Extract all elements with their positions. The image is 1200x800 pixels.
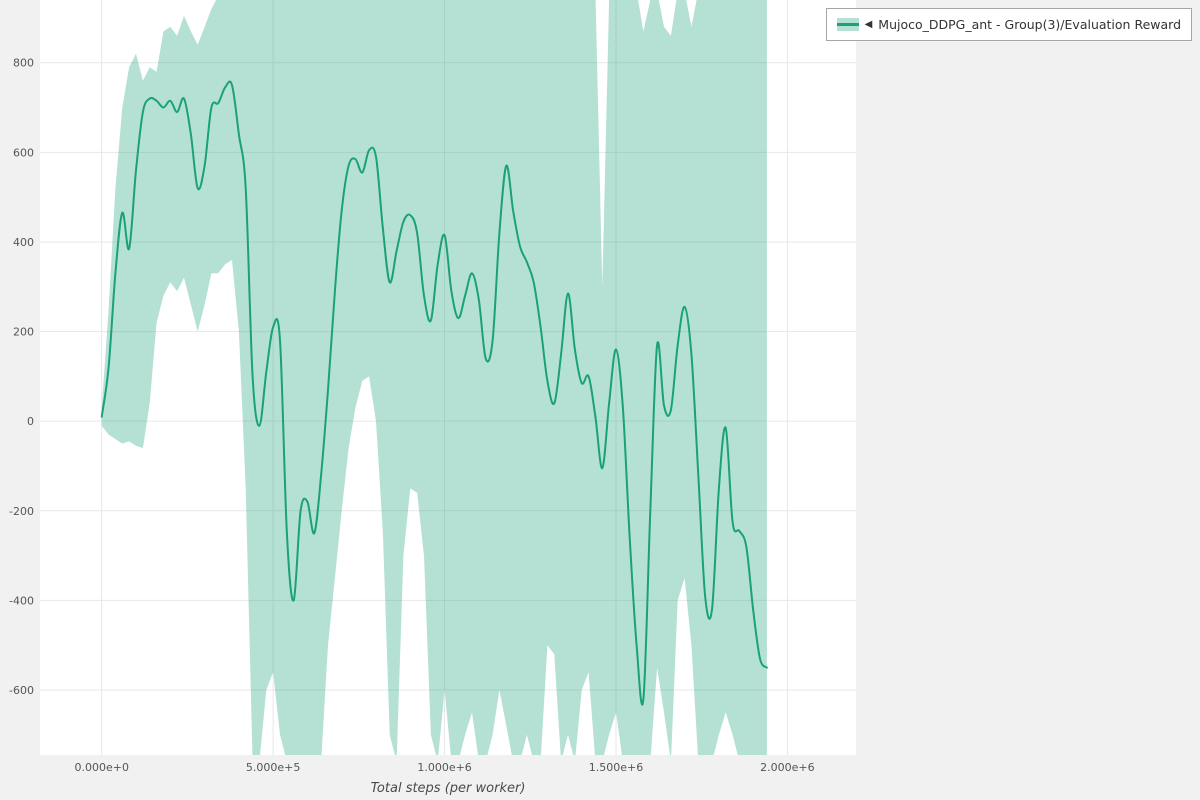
y-tick-label: 800 <box>13 57 34 70</box>
x-tick-label: 1.500e+6 <box>589 761 643 774</box>
y-tick-label: 400 <box>13 236 34 249</box>
x-tick-label: 2.000e+6 <box>760 761 814 774</box>
y-tick-label: -200 <box>9 505 34 518</box>
x-tick-label: 1.000e+6 <box>417 761 471 774</box>
plot-panel <box>40 0 856 755</box>
legend-series-swatch-icon <box>836 18 859 31</box>
y-tick-label: 200 <box>13 326 34 339</box>
y-tick-label: 600 <box>13 146 34 159</box>
series-group <box>100 0 768 755</box>
x-axis-title: Total steps (per worker) <box>370 781 526 796</box>
y-tick-label: -600 <box>9 684 34 697</box>
legend-series-label: Mujoco_DDPG_ant - Group(3)/Evaluation Re… <box>878 17 1181 32</box>
legend-collapse-icon[interactable]: ◀ <box>864 19 873 30</box>
x-tick-label: 0.000e+0 <box>74 761 128 774</box>
legend-swatch-line-icon <box>836 23 859 26</box>
legend-box[interactable]: ◀ Mujoco_DDPG_ant - Group(3)/Evaluation … <box>825 8 1192 41</box>
x-tick-label: 5.000e+5 <box>246 761 300 774</box>
y-tick-label: 0 <box>27 415 34 428</box>
confidence-band <box>101 0 767 755</box>
mean-reward-line <box>100 80 768 706</box>
y-tick-label: -400 <box>9 594 34 607</box>
